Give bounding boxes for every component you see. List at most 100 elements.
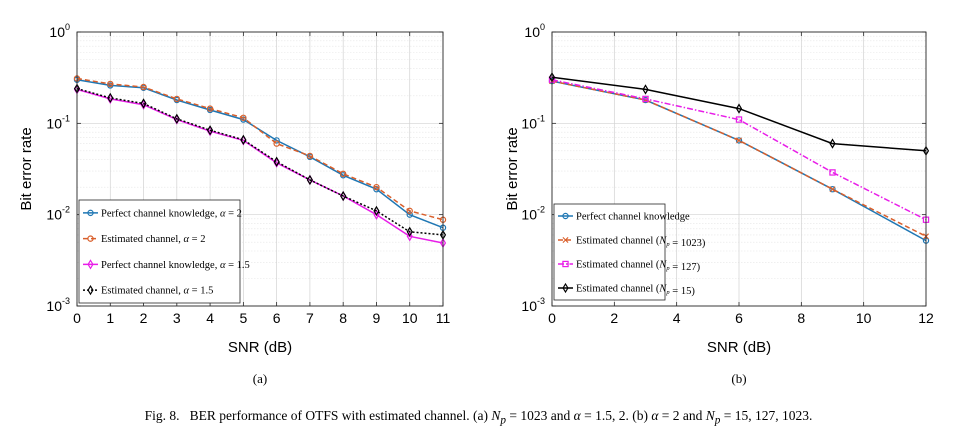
data-point <box>642 84 649 95</box>
x-tick-label: 10 <box>856 310 872 326</box>
x-tick-label: 2 <box>610 310 618 326</box>
y-tick-label: 100 <box>49 22 70 40</box>
data-point <box>406 231 413 242</box>
legend: Perfect channel knowledge Estimated chann… <box>553 203 706 301</box>
data-point <box>140 98 147 109</box>
data-point <box>273 140 280 147</box>
data-point <box>829 186 836 193</box>
data-point <box>829 186 836 193</box>
y-axis-label: Bit error rate <box>504 127 521 210</box>
x-tick-label: 6 <box>273 310 281 326</box>
data-point <box>642 95 649 103</box>
legend-label: Estimated channel (Np = 1023) <box>576 236 706 250</box>
x-tick-label: 8 <box>339 310 347 326</box>
data-point <box>206 105 214 112</box>
legend-box <box>553 203 666 301</box>
y-tick-label: 100 <box>524 22 545 40</box>
legend-item: Estimated channel (Np = 15) <box>558 282 695 298</box>
legend-marker <box>87 235 94 242</box>
data-point <box>339 170 347 178</box>
legend: Perfect channel knowledge, α = 2 Estimate… <box>78 199 250 304</box>
x-tick-label: 10 <box>402 310 418 326</box>
legend-label: Perfect channel knowledge, α = 2 <box>101 208 242 219</box>
data-point <box>406 207 413 215</box>
legend-label: Perfect channel knowledge, α = 1.5 <box>101 260 250 271</box>
y-tick-label: 10-2 <box>521 205 545 223</box>
x-tick-label: 2 <box>140 310 148 326</box>
legend-marker <box>562 237 569 243</box>
legend-item: Perfect channel knowledge <box>558 212 690 223</box>
series-line <box>76 77 444 221</box>
y-axis-label: Bit error rate <box>18 127 35 210</box>
x-tick-label: 0 <box>73 310 81 326</box>
data-point <box>107 80 114 88</box>
data-point <box>735 103 743 114</box>
legend-item: Perfect channel knowledge, α = 1.5 <box>83 259 250 271</box>
x-tick-label: 6 <box>735 310 743 326</box>
legend-label: Estimated channel, α = 2 <box>101 234 205 245</box>
data-point <box>829 138 836 149</box>
data-point <box>173 113 180 125</box>
x-axis-label: SNR (dB) <box>707 339 771 356</box>
chart-b: 0 2 4 6 8 10 12 100 10-1 10-2 10-3 SNR (dB) Bit erro… <box>504 22 934 386</box>
data-point <box>829 169 836 176</box>
legend-marker <box>87 259 94 270</box>
figure-caption: Fig. 8. BER performance of OTFS with est… <box>0 408 957 427</box>
data-point <box>406 211 413 218</box>
x-tick-label: 4 <box>673 310 681 326</box>
legend-label: Estimated channel (Np = 127) <box>576 260 701 274</box>
y-tick-label: 10-3 <box>46 296 70 314</box>
x-tick-label: 4 <box>206 310 214 326</box>
series-line <box>551 80 927 237</box>
data-point <box>273 156 280 167</box>
x-tick-label: 7 <box>306 310 314 326</box>
x-tick-label: 12 <box>918 310 934 326</box>
legend-marker <box>562 282 569 294</box>
series-line <box>551 76 927 152</box>
x-tick-label: 11 <box>436 310 451 326</box>
x-axis-label: SNR (dB) <box>228 339 292 356</box>
data-point <box>736 137 742 144</box>
legend-label: Perfect channel knowledge <box>576 212 690 223</box>
legend-item: Perfect channel knowledge, α = 2 <box>83 208 242 219</box>
caption-label: Fig. 8. <box>144 408 180 423</box>
legend-label: Estimated channel (Np = 15) <box>576 284 695 298</box>
y-tick-label: 10-3 <box>521 296 545 314</box>
data-point <box>140 83 147 91</box>
legend-label: Estimated channel, α = 1.5 <box>101 286 213 297</box>
x-tick-label: 9 <box>373 310 381 326</box>
data-point <box>206 125 214 136</box>
x-tick-label: 5 <box>239 310 247 326</box>
axes-box <box>76 31 444 307</box>
data-point <box>306 174 314 186</box>
legend-item: Estimated channel (Np = 1023) <box>558 236 706 250</box>
data-point <box>406 226 413 237</box>
legend-marker <box>562 260 569 268</box>
data-point <box>273 137 280 144</box>
panel-label: (b) <box>731 371 746 386</box>
y-tick-label: 10-2 <box>46 205 70 223</box>
x-tick-label: 0 <box>548 310 556 326</box>
legend-item: Estimated channel, α = 1.5 <box>83 284 213 297</box>
data-point <box>373 205 380 217</box>
data-point <box>373 183 380 191</box>
legend-marker <box>87 209 94 217</box>
data-point <box>735 116 743 123</box>
caption-text: BER performance of OTFS with estimated c… <box>189 408 813 427</box>
legend-item: Estimated channel (Np = 127) <box>558 260 701 274</box>
x-tick-label: 3 <box>173 310 181 326</box>
panel-label: (a) <box>253 371 267 386</box>
data-point <box>173 95 181 103</box>
data-point <box>735 137 743 144</box>
x-tick-label: 8 <box>797 310 805 326</box>
x-tick-label: 1 <box>106 310 114 326</box>
data-point <box>240 134 247 145</box>
data-point <box>140 99 147 110</box>
y-tick-label: 10-1 <box>46 113 70 131</box>
series-line <box>76 87 444 236</box>
data-point <box>340 190 347 202</box>
y-tick-label: 10-1 <box>521 113 545 131</box>
legend-box <box>78 199 241 304</box>
legend-marker <box>87 284 94 296</box>
legend-marker <box>562 212 569 220</box>
